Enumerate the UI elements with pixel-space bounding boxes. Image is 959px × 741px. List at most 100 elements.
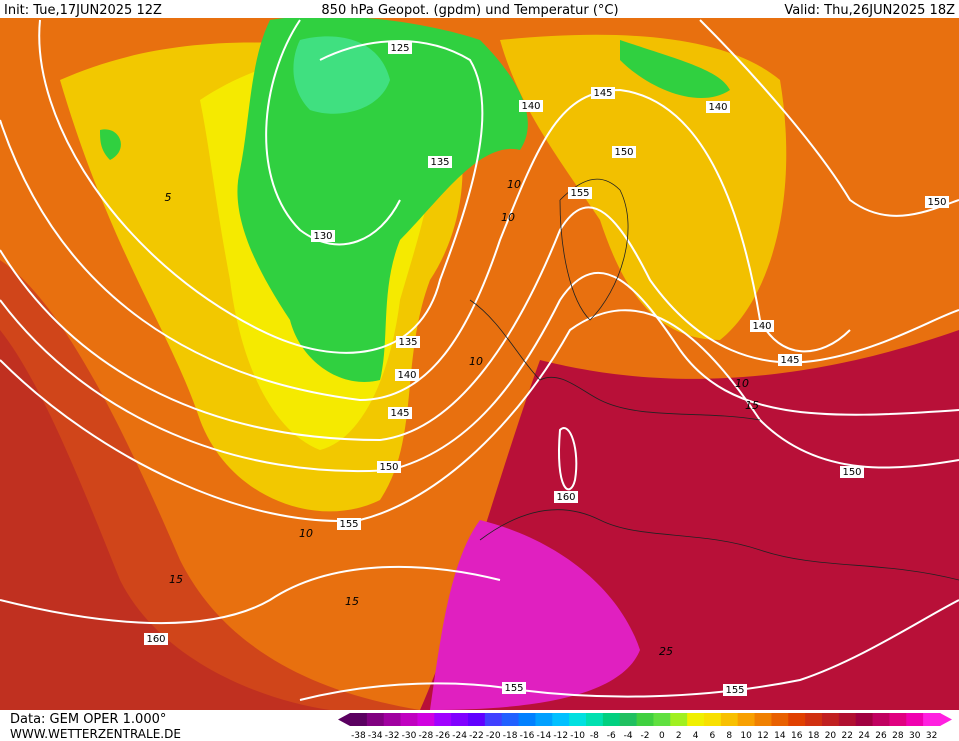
colorbar-cell (704, 713, 722, 726)
colorbar-cell (619, 713, 638, 726)
colorbar-cell (535, 713, 553, 726)
colorbar-label: 30 (909, 731, 921, 741)
colorbar-label: 6 (710, 731, 716, 741)
colorbar-label: 18 (808, 731, 820, 741)
coastlines (469, 178, 959, 581)
label-box (502, 682, 526, 694)
colorbar-label: -20 (486, 731, 501, 741)
colorbar-label: -18 (503, 731, 518, 741)
colorbar-cell (788, 713, 806, 726)
colorbar-cell (636, 713, 654, 726)
contour (299, 599, 959, 701)
field-hottest (430, 520, 640, 710)
coastline (469, 299, 761, 421)
colorbar-label: -26 (435, 731, 450, 741)
colorbar-cell (889, 713, 907, 726)
label-box (311, 230, 335, 242)
label-box (337, 518, 361, 530)
website: WWW.WETTERZENTRALE.DE (10, 727, 181, 741)
contour (0, 271, 959, 472)
colorbar-cell (434, 713, 452, 726)
temperature-label: 10 (501, 211, 515, 224)
colorbar-cell (855, 713, 874, 726)
height-label: 135 (398, 337, 417, 348)
label-box (388, 407, 412, 419)
header-bar (0, 0, 959, 18)
label-box (568, 187, 592, 199)
field-cold-west (100, 129, 121, 160)
label-box (750, 320, 774, 332)
contour (38, 19, 484, 354)
colorbar-label: 28 (892, 731, 904, 741)
colorbar-label: 16 (791, 731, 803, 741)
label-box (377, 461, 401, 473)
colorbar-cell (518, 713, 536, 726)
colorbar-cell (366, 713, 385, 726)
height-label: 150 (842, 467, 861, 478)
field-coldest (293, 36, 390, 114)
colorbar-label: 0 (659, 731, 665, 741)
contour-labels: 1251401451401501551301351351401451501551… (144, 42, 949, 696)
height-label: 125 (390, 43, 409, 54)
colorbar-arrow-right (940, 713, 952, 726)
colorbar: -38 -34 -32 -30 -28 -26 -24 -22 -20 -18 -16 -14 -12-… (338, 713, 952, 741)
height-label: 155 (504, 683, 523, 694)
height-label: 160 (556, 492, 575, 503)
label-box (428, 156, 452, 168)
temperature-label: 10 (735, 377, 749, 390)
label-box (591, 87, 615, 99)
colorbar-label: 22 (842, 731, 853, 741)
height-label: 160 (146, 634, 165, 645)
colorbar-cell (838, 713, 857, 726)
contour (558, 427, 578, 491)
colorbar-cell (552, 713, 570, 726)
contour (0, 565, 501, 625)
height-label: 155 (725, 685, 744, 696)
colorbar-label: 12 (757, 731, 768, 741)
height-label: 150 (614, 147, 633, 158)
colorbar-cell (586, 713, 604, 726)
height-label: 145 (593, 88, 612, 99)
height-label: 145 (780, 355, 799, 366)
contour (0, 88, 851, 402)
height-label: 150 (927, 197, 946, 208)
height-label: 150 (379, 462, 398, 473)
colorbar-label: -24 (452, 731, 467, 741)
height-label: 155 (339, 519, 358, 530)
colorbar-label: -2 (641, 731, 650, 741)
colorbar-label: 8 (726, 731, 732, 741)
colorbar-label: -34 (368, 731, 383, 741)
temperature-label: 15 (745, 399, 759, 412)
colorbar-label: -38 (351, 731, 366, 741)
colorbar-cell (687, 713, 705, 726)
colorbar-cell (754, 713, 772, 726)
colorbar-label: -8 (590, 731, 599, 741)
height-label: 145 (390, 408, 409, 419)
height-label: 135 (430, 157, 449, 168)
height-label: 130 (313, 231, 332, 242)
height-label: 140 (708, 102, 727, 113)
colorbar-cell (653, 713, 671, 726)
colorbar-label: -12 (553, 731, 568, 741)
colorbar-label: -6 (607, 731, 616, 741)
temperature-label: 15 (169, 573, 183, 586)
label-box (612, 146, 636, 158)
label-box (925, 196, 949, 208)
colorbar-cell (822, 713, 840, 726)
height-contours (0, 19, 959, 701)
temperature-label: 10 (507, 178, 521, 191)
colorbar-label: -16 (520, 731, 535, 741)
label-box (723, 684, 747, 696)
colorbar-label: -32 (385, 731, 400, 741)
colorbar-cell (417, 713, 435, 726)
data-source: Data: GEM OPER 1.000° (10, 712, 166, 727)
label-box (840, 466, 864, 478)
colorbar-cell (484, 713, 503, 726)
colorbar-cell (501, 713, 520, 726)
temperature-label: 25 (659, 645, 673, 658)
contour (0, 206, 959, 442)
temperature-label: 15 (345, 595, 359, 608)
colorbar-label: 24 (858, 731, 870, 741)
